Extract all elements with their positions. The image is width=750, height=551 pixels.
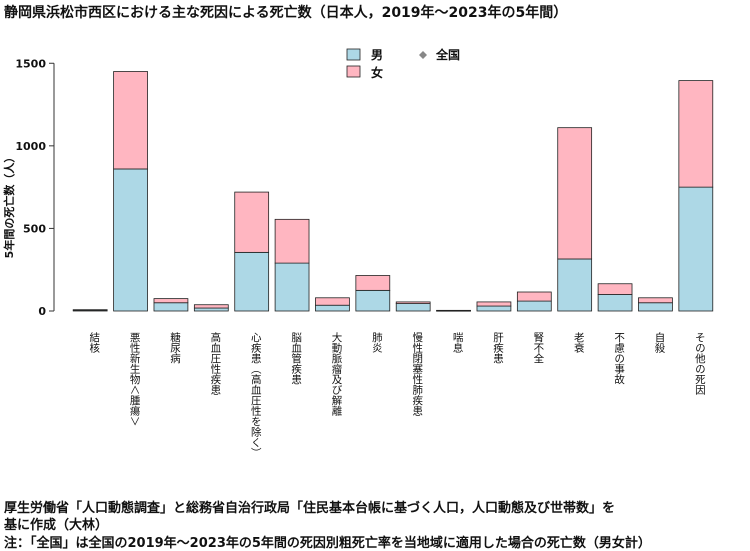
bar-segment-male — [516, 300, 552, 312]
bar-segment-male — [476, 305, 512, 312]
category-label: 糖尿病 — [169, 331, 181, 364]
bar-segment-female — [72, 309, 108, 311]
legend-swatch-female — [346, 65, 361, 78]
bar-segment-female — [113, 71, 148, 170]
bar-segment-female — [395, 301, 431, 304]
chart-title: 静岡県浜松市西区における主な死因による死亡数（日本人，2019年～2023年の5… — [4, 5, 568, 21]
bar-segment-male — [315, 304, 350, 312]
bar-segment-male — [113, 168, 148, 312]
source-caption-line-2: 基に作成（大林） — [4, 518, 109, 533]
y-tick-label: 1500 — [15, 57, 46, 70]
bar-segment-male — [678, 186, 714, 312]
category-label: 悪性新生物＜腫瘍＞ — [129, 332, 141, 427]
y-tick-label: 0 — [38, 305, 46, 318]
bar-segment-female — [234, 191, 270, 253]
category-label: 腎不全 — [532, 332, 544, 364]
legend: 男女 全国 — [346, 47, 460, 80]
source-caption-line-1: 厚生労働省「人口動態調査」と総務省自治行政局「住民基本台帳に基づく人口，人口動態… — [4, 501, 616, 516]
y-tick-label: 1000 — [15, 140, 46, 153]
bar-segment-female — [476, 301, 512, 307]
bar-segment-male — [234, 251, 270, 312]
bar-segment-female — [557, 127, 593, 260]
bar-segment-female — [355, 275, 391, 291]
note-caption: 注：「全国」は全国の2019年～2023年の5年間の死因別粗死亡率を当地域に適用… — [4, 536, 651, 551]
legend-label-male: 男 — [371, 48, 383, 62]
bar-segment-male — [395, 303, 431, 312]
category-label: 不慮の事故 — [613, 332, 625, 385]
bar-segment-male — [153, 302, 189, 312]
legend-label-national: 全国 — [435, 47, 460, 62]
bar-segment-female — [678, 80, 714, 188]
category-labels: 結核 悪性新生物＜腫瘍＞ 糖尿病 高血圧性疾患 心疾患（高血圧性を除く） 脳血管疾患 大動脈… — [88, 331, 706, 458]
y-axis: 0 500 1000 1500 — [15, 57, 55, 318]
category-label: その他の死因 — [694, 332, 706, 396]
category-label: 肺炎 — [371, 332, 383, 353]
category-label: 高血圧性疾患 — [209, 331, 221, 395]
legend-marker-national — [419, 51, 427, 59]
bar-segment-female — [516, 291, 552, 302]
bar-segment-male — [274, 262, 310, 312]
bar-segment-male — [193, 307, 229, 312]
bar-segment-male — [355, 289, 391, 312]
bar-segment-female — [153, 298, 189, 304]
bar-segment-female — [597, 283, 633, 295]
y-axis-label: 5年間の死亡数（人） — [2, 152, 16, 259]
legend-label-female: 女 — [371, 65, 383, 80]
category-label: 老衰 — [573, 331, 585, 354]
category-label: 自殺 — [653, 331, 665, 354]
y-tick-label: 500 — [23, 222, 46, 235]
bar-segment-male — [597, 294, 633, 312]
bar-segment-male — [557, 258, 593, 312]
category-label: 心疾患（高血圧性を除く） — [250, 332, 262, 458]
bar-segment-male — [638, 302, 673, 312]
bar-segment-female — [436, 309, 471, 312]
legend-swatch-male — [346, 48, 361, 61]
bar-segment-female — [274, 218, 310, 264]
category-label: 結核 — [88, 331, 100, 354]
category-label: 肝疾患 — [492, 332, 504, 364]
bar-segment-female — [638, 297, 673, 304]
bar-segment-female — [193, 304, 229, 309]
category-label: 脳血管疾患 — [290, 332, 302, 385]
category-label: 喘息 — [452, 331, 464, 353]
bar-segment-female — [315, 297, 350, 306]
bars-group — [72, 71, 714, 312]
category-label: 慢性閉塞性肺疾患 — [411, 332, 423, 416]
category-label: 大動脈瘤及び解離 — [330, 331, 342, 417]
